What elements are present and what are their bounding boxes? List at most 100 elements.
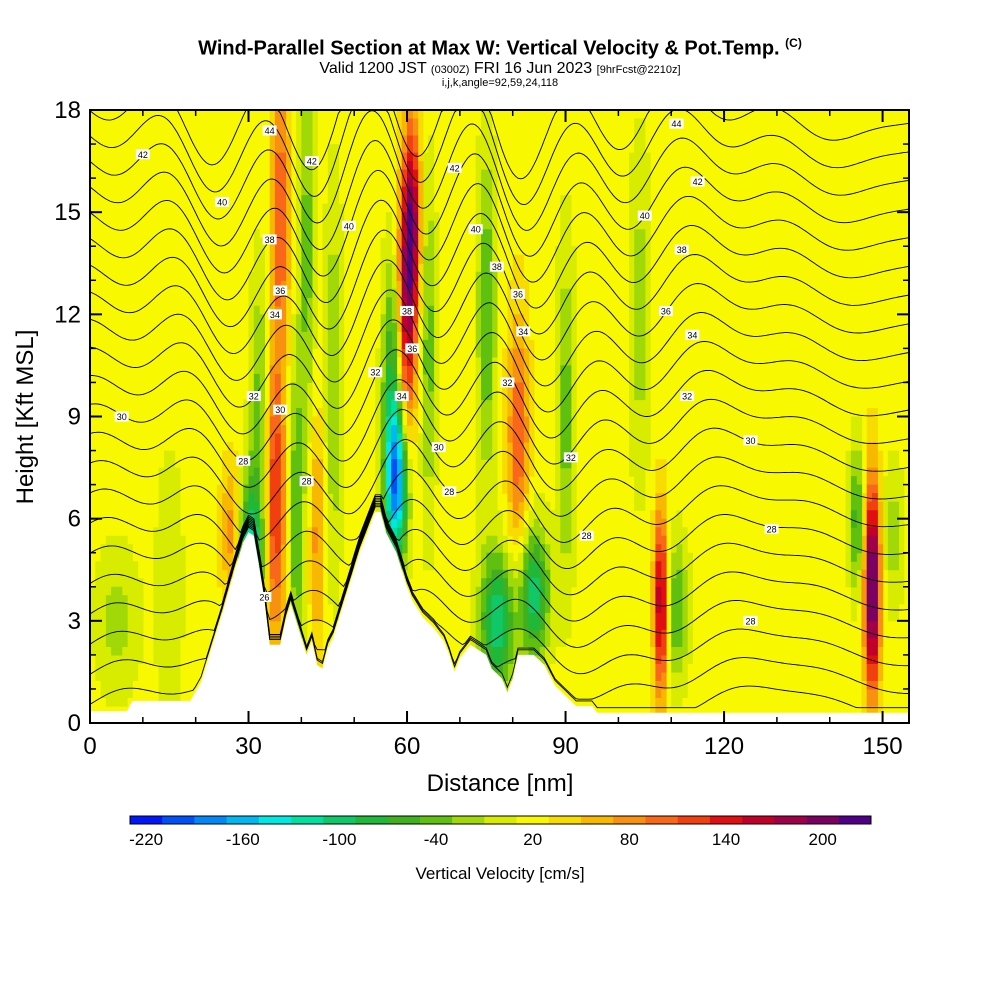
theta-contour-line <box>89 469 910 543</box>
theta-contour-label: 30 <box>743 435 758 446</box>
label-backing <box>246 391 261 402</box>
label-backing <box>394 391 409 402</box>
theta-label-text: 28 <box>745 616 755 626</box>
velocity-band <box>222 110 884 724</box>
colorbar-tick-label: -40 <box>424 830 449 849</box>
label-backing <box>637 210 652 221</box>
terrain <box>90 511 909 723</box>
colorbar-tick-label: 80 <box>620 830 639 849</box>
theta-contour-label: 36 <box>273 285 288 296</box>
label-backing <box>510 288 525 299</box>
theta-contour-line <box>89 504 909 700</box>
theta-contour-label: 36 <box>510 288 525 299</box>
y-tick-label: 18 <box>54 97 81 124</box>
velocity-band <box>391 459 398 494</box>
theta-contour-line <box>89 319 910 413</box>
theta-contour-label: 42 <box>690 176 705 187</box>
theta-label-text: 28 <box>238 456 248 466</box>
label-backing <box>262 234 277 245</box>
theta-contour-label: 32 <box>680 391 695 402</box>
label-backing <box>257 591 272 602</box>
theta-contour-line <box>89 379 910 465</box>
theta-contour-label: 34 <box>267 309 282 320</box>
colorbar-swatch <box>806 816 840 824</box>
theta-label-text: 32 <box>502 378 512 388</box>
theta-label-text: 40 <box>640 211 650 221</box>
theta-contour-line <box>89 109 910 206</box>
theta-contour-label: 40 <box>215 196 230 207</box>
theta-contour-label: 40 <box>341 220 356 231</box>
theta-contour-line <box>89 439 910 517</box>
label-backing <box>669 118 684 129</box>
y-tick-label: 12 <box>54 301 81 328</box>
colorbar-swatch <box>323 816 356 824</box>
theta-label-text: 36 <box>407 344 417 354</box>
label-backing <box>405 343 420 354</box>
colorbar: -220 -160 -100 -40 20 80 140 200 <box>129 815 872 849</box>
theta-contour-label: 32 <box>368 367 383 378</box>
theta-contour-label: 38 <box>400 305 415 316</box>
theta-contour-label: 32 <box>246 391 261 402</box>
colorbar-label: Vertical Velocity [cm/s] <box>415 864 585 883</box>
chart-params: i,j,k,angle=92,59,24,118 <box>441 77 559 89</box>
theta-label-text: 40 <box>471 225 481 235</box>
colorbar-swatch <box>709 816 743 824</box>
label-backing <box>431 442 446 453</box>
colorbar-swatch <box>355 816 389 824</box>
theta-label-text: 30 <box>275 405 285 415</box>
theta-label-text: 44 <box>265 126 275 136</box>
theta-contour-label: 28 <box>579 530 594 541</box>
label-backing <box>215 196 230 207</box>
theta-contour-line <box>89 169 910 283</box>
theta-contour-label: 38 <box>674 244 689 255</box>
valid-utc: (0300Z) <box>430 64 470 76</box>
colorbar-tick-label: -160 <box>226 830 260 849</box>
label-backing <box>685 329 700 340</box>
label-backing <box>299 476 314 487</box>
theta-contour-line <box>89 506 909 709</box>
theta-contour-line <box>89 499 910 622</box>
theta-contour-label: 36 <box>405 343 420 354</box>
theta-contour-label: 40 <box>637 210 652 221</box>
theta-label-text: 30 <box>745 436 755 446</box>
colorbar-swatch <box>838 816 872 824</box>
label-backing <box>368 367 383 378</box>
label-backing <box>680 391 695 402</box>
theta-contour-labels: 26 28 28 28 28 28 28 30 30 30 30 32 32 32 32 32 34 34 34 34… <box>114 118 779 626</box>
x-tick-label: 120 <box>704 733 744 760</box>
x-tick-label: 30 <box>235 733 262 760</box>
x-tick-label: 150 <box>863 733 903 760</box>
label-backing <box>674 244 689 255</box>
theta-contours <box>89 109 910 709</box>
x-tick-label: 0 <box>83 733 96 760</box>
theta-contour-label: 28 <box>764 523 779 534</box>
theta-contour-line <box>90 349 910 439</box>
label-backing <box>500 377 515 388</box>
theta-label-text: 42 <box>138 150 148 160</box>
velocity-band <box>243 399 403 605</box>
theta-contour-line <box>89 259 910 361</box>
theta-contour-label: 38 <box>262 234 277 245</box>
colorbar-swatch <box>162 816 195 824</box>
label-backing <box>468 224 483 235</box>
theta-label-text: 38 <box>677 245 687 255</box>
theta-label-text: 28 <box>767 524 777 534</box>
label-backing <box>658 305 673 316</box>
theta-label-text: 32 <box>682 392 692 402</box>
colorbar-tick-label: -220 <box>129 830 163 849</box>
theta-label-text: 38 <box>492 262 502 272</box>
forecast-info: [9hrFcst@2210z] <box>596 64 681 76</box>
theta-contour-label: 28 <box>442 486 457 497</box>
colorbar-swatch <box>581 816 614 824</box>
colorbar-tick-label: 200 <box>808 830 836 849</box>
colorbar-swatch <box>742 816 775 824</box>
theta-contour-label: 34 <box>685 329 700 340</box>
theta-contour-label: 28 <box>299 476 314 487</box>
label-backing <box>447 162 462 173</box>
theta-contour-label: 28 <box>743 615 758 626</box>
terrain-mask <box>90 511 909 723</box>
label-backing <box>579 530 594 541</box>
theta-label-text: 34 <box>518 327 528 337</box>
